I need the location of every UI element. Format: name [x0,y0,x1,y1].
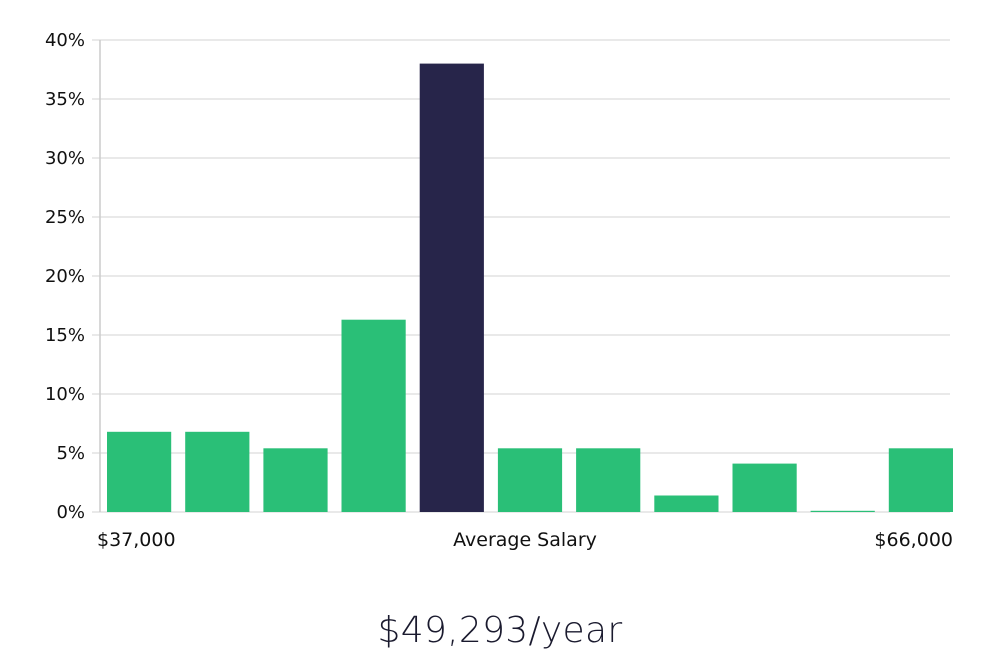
y-tick-label: 10% [45,384,85,405]
y-tick-label: 30% [45,148,85,169]
y-tick-labels: 0% 5% 10% 15% 20% 25% 30% 35% 40% [45,30,85,523]
salary-bar [654,495,719,512]
bar-layer [107,63,953,512]
salary-bar [888,448,953,512]
salary-bar [576,448,641,512]
y-tick-label: 25% [45,207,85,228]
salary-histogram-chart: 0% 5% 10% 15% 20% 25% 30% 35% 40% [45,30,953,523]
salary-bar [185,431,250,512]
y-tick-label: 35% [45,89,85,110]
x-axis-min-label: $37,000 [97,529,176,551]
salary-bar [263,448,328,512]
y-tick-label: 5% [56,443,85,464]
salary-bar [810,510,875,512]
y-tick-label: 20% [45,266,85,287]
y-tick-label: 0% [56,502,85,523]
x-axis-max-label: $66,000 [874,529,953,551]
salary-bar [341,319,406,512]
average-salary-headline: $49,293/year [377,610,623,651]
salary-bar [497,448,563,512]
salary-bar [732,463,797,512]
y-tick-label: 40% [45,30,85,51]
highlighted-salary-bar [419,63,484,512]
y-tick-label: 15% [45,325,85,346]
salary-bar [107,431,172,512]
x-axis-center-label: Average Salary [453,529,597,551]
